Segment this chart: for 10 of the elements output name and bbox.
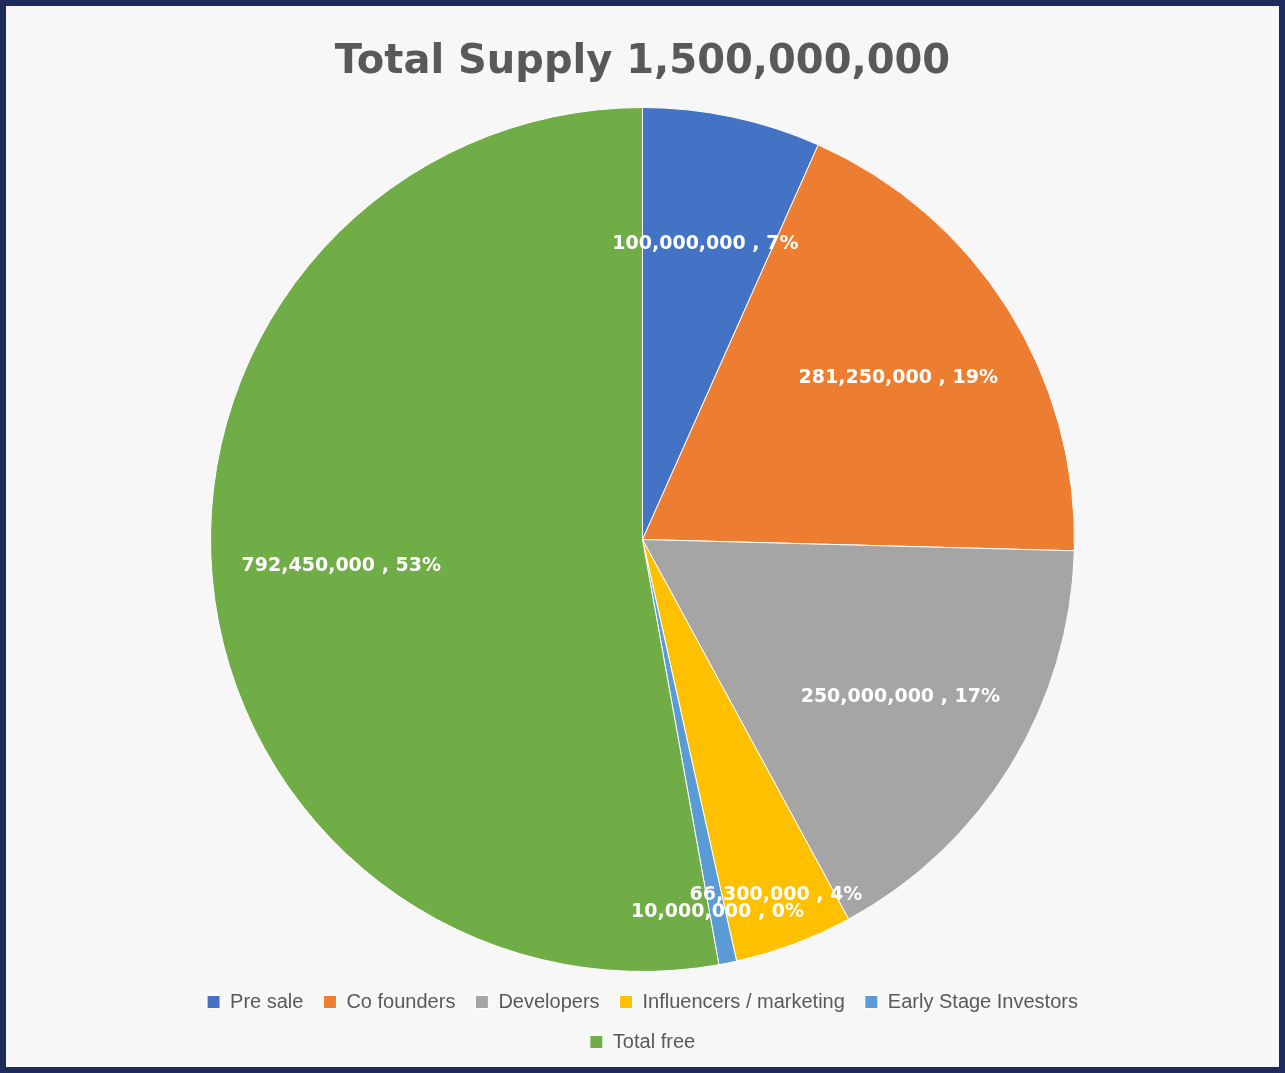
legend-label: Influencers / marketing (642, 989, 845, 1012)
legend-label: Early Stage Investors (887, 989, 1078, 1012)
legend-label: Total free (612, 1029, 696, 1052)
legend-label: Pre sale (230, 989, 304, 1012)
legend-label: Developers (498, 989, 600, 1012)
data-label: 281,250,000 , 19% (798, 365, 998, 388)
data-label: 792,450,000 , 53% (241, 553, 441, 576)
legend-label: Co founders (346, 989, 456, 1012)
chart-title: Total Supply 1,500,000,000 (334, 36, 951, 83)
data-label: 250,000,000 , 17% (800, 684, 1001, 707)
